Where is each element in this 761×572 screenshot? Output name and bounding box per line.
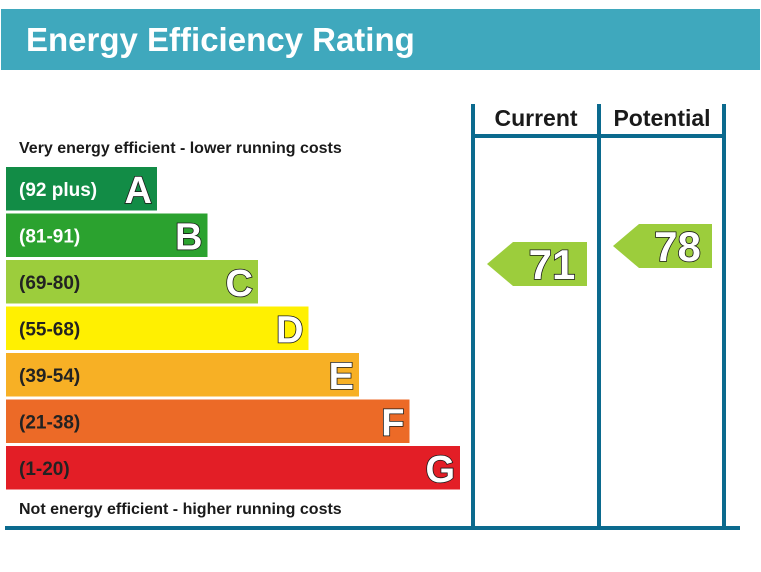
page-title: Energy Efficiency Rating xyxy=(26,21,415,58)
band-a-range: (92 plus) xyxy=(19,180,97,201)
score-arrows: 71 78 xyxy=(487,222,712,289)
band-d-letter: D xyxy=(276,309,303,351)
potential-score-arrow xyxy=(613,224,712,268)
band-g-range: (1-20) xyxy=(19,459,70,480)
band-e-bar xyxy=(6,353,359,397)
rating-bands: (92 plus) A (81-91) B (69-80) C (55-68) D (39-54… xyxy=(6,167,460,492)
band-g-bar xyxy=(6,446,460,490)
chart-frame xyxy=(5,104,740,530)
band-d-range: (55-68) xyxy=(19,319,80,340)
caption-bottom: Not energy efficient - higher running co… xyxy=(19,501,342,518)
column-header-current: Current xyxy=(494,105,577,131)
band-g-letter: G xyxy=(425,449,455,491)
band-c-range: (69-80) xyxy=(19,273,80,294)
band-f-letter: F xyxy=(381,402,404,444)
band-b-bar xyxy=(6,213,208,257)
band-f-range: (21-38) xyxy=(19,412,80,433)
band-b-range: (81-91) xyxy=(19,226,80,247)
band-d-bar xyxy=(6,306,309,350)
band-c-bar xyxy=(6,260,258,304)
band-e-letter: E xyxy=(329,356,354,398)
band-a-bar xyxy=(6,167,157,211)
band-e-range: (39-54) xyxy=(19,366,80,387)
band-b-letter: B xyxy=(175,216,202,258)
band-a-letter: A xyxy=(125,170,152,212)
band-f-bar xyxy=(6,399,410,443)
potential-score-value: 78 xyxy=(654,223,701,270)
current-score-arrow xyxy=(487,242,587,286)
band-c-letter: C xyxy=(226,263,253,305)
caption-top: Very energy efficient - lower running co… xyxy=(19,140,342,157)
header-banner: Energy Efficiency Rating xyxy=(1,9,760,70)
column-header-potential: Potential xyxy=(613,105,710,131)
current-score-value: 71 xyxy=(529,241,576,288)
